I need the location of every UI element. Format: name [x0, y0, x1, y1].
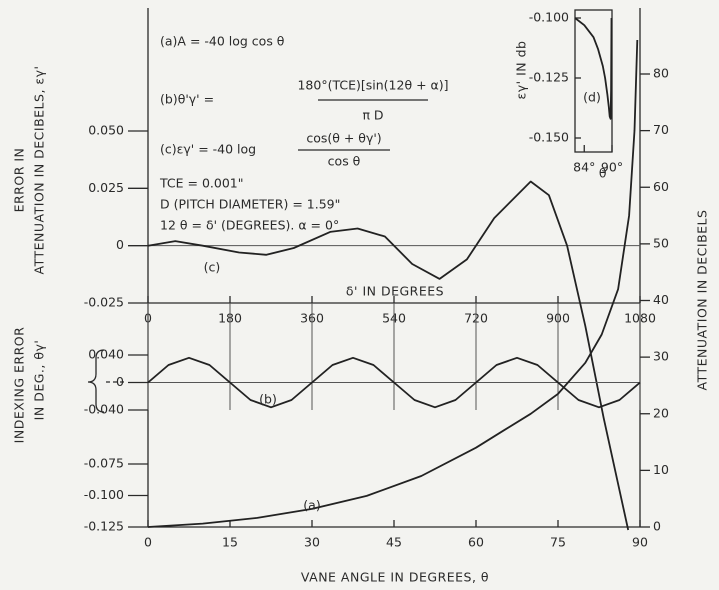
curve — [147, 180, 630, 531]
x-axis-label: δ' IN DEGREES — [346, 284, 444, 299]
annotation: (b)θ'γ' = — [160, 92, 214, 107]
curve — [574, 17, 613, 120]
y2-tick-label: 60 — [653, 179, 669, 194]
y2-tick-label: 10 — [653, 462, 669, 477]
y-tick-label: -0.025 — [84, 295, 124, 310]
y-axis-label: ERROR IN — [12, 148, 27, 213]
y-tick-label: 0 — [116, 374, 124, 389]
y2-tick-label: 0 — [653, 519, 661, 534]
curve — [147, 356, 641, 409]
y-axis-label: IN DEG., θγ' — [32, 340, 47, 421]
curve-label: (d) — [583, 90, 601, 105]
x-axis-label: VANE ANGLE IN DEGREES, θ — [301, 570, 489, 585]
annotation: cos(θ + θγ') — [306, 131, 381, 146]
y2-tick-label: 30 — [653, 349, 669, 364]
annotation: 12 θ = δ' (DEGREES). α = 0° — [160, 218, 339, 233]
x-tick-label: 75 — [550, 535, 566, 550]
y-tick-label: 0.025 — [88, 180, 124, 195]
y2-tick-label: 70 — [653, 122, 669, 137]
brace — [87, 349, 105, 413]
annotation: 180°(TCE)[sin(12θ + α)] — [297, 78, 448, 93]
y2-axis-label: ATTENUATION IN DECIBELS — [695, 210, 710, 391]
annotation: TCE = 0.001" — [159, 176, 243, 191]
y2-tick-label: 80 — [653, 66, 669, 81]
inset-frame — [574, 9, 613, 153]
curve — [147, 39, 639, 528]
curve-label: (c) — [204, 260, 221, 275]
x-tick-label: 15 — [222, 535, 238, 550]
annotation: D (PITCH DIAMETER) = 1.59" — [160, 197, 340, 212]
x-tick-label: 90 — [632, 535, 648, 550]
y-axis-label: INDEXING ERROR — [12, 327, 27, 444]
x-tick-label: 30 — [304, 535, 320, 550]
y-tick-label: 0 — [116, 237, 124, 252]
y-axis-label: ATTENUATION IN DECIBELS, εγ' — [32, 66, 47, 275]
x-tick-label: 60 — [468, 535, 484, 550]
y-tick-label: 0.050 — [88, 123, 124, 138]
curve-label: (b) — [259, 392, 277, 407]
x-tick-label: 45 — [386, 535, 402, 550]
y2-tick-label: 50 — [653, 235, 669, 250]
y-tick-label: -0.100 — [84, 487, 124, 502]
y-tick-label: -0.125 — [529, 70, 569, 85]
x-tick-label: 0 — [144, 535, 152, 550]
y-tick-label: -0.100 — [529, 10, 569, 25]
y-tick-label: -0.075 — [84, 456, 124, 471]
y2-tick-label: 20 — [653, 405, 669, 420]
y-tick-label: -0.150 — [529, 130, 569, 145]
y-tick-label: 0.040 — [88, 347, 124, 362]
annotation: (c)εγ' = -40 log — [160, 142, 256, 157]
x-tick-label: 90° — [601, 160, 623, 175]
x-axis-label: θ — [599, 166, 607, 181]
annotation: (a)A = -40 log cos θ — [160, 34, 284, 49]
y-axis-label: εγ' IN db — [514, 41, 529, 100]
x-tick-label: 84° — [573, 160, 595, 175]
annotation: cos θ — [328, 154, 361, 169]
y2-tick-label: 40 — [653, 292, 669, 307]
y-tick-label: -0.125 — [84, 519, 124, 534]
y-tick-label: -0.040 — [84, 402, 124, 417]
annotation: π D — [362, 108, 383, 123]
curve-label: (a) — [303, 498, 320, 513]
